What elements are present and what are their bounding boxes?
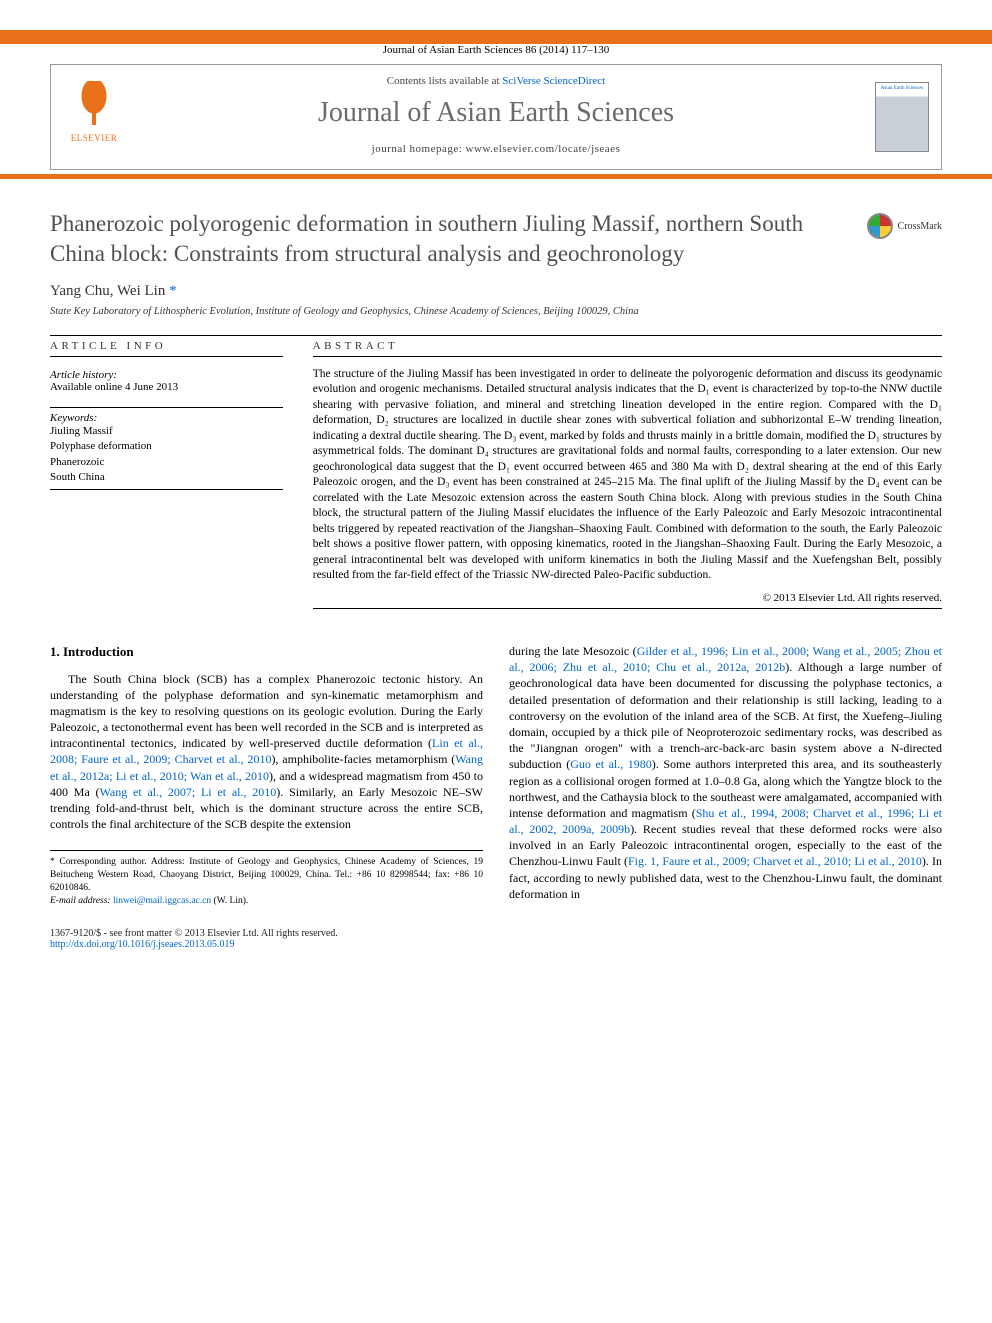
issn-line: 1367-9120/$ - see front matter © 2013 El… xyxy=(50,928,942,939)
body-text: 1. Introduction The South China block (S… xyxy=(50,643,942,908)
introduction-heading: 1. Introduction xyxy=(50,643,483,661)
journal-homepage: journal homepage: www.elsevier.com/locat… xyxy=(69,143,923,155)
page-footer: 1367-9120/$ - see front matter © 2013 El… xyxy=(50,928,942,950)
divider xyxy=(313,608,942,609)
abstract-copyright: © 2013 Elsevier Ltd. All rights reserved… xyxy=(313,592,942,604)
affiliation: State Key Laboratory of Lithospheric Evo… xyxy=(50,306,942,317)
corresponding-author-footnote: * Corresponding author. Address: Institu… xyxy=(50,856,483,894)
elsevier-logo: ELSEVIER xyxy=(63,81,125,153)
abstract-label: ABSTRACT xyxy=(313,340,942,352)
email-attribution: (W. Lin). xyxy=(214,896,249,906)
divider xyxy=(50,356,283,357)
citation-line: Journal of Asian Earth Sciences 86 (2014… xyxy=(50,44,942,56)
keyword: Phanerozoic xyxy=(50,455,283,470)
crossmark-icon xyxy=(867,213,893,239)
body-column-left: 1. Introduction The South China block (S… xyxy=(50,643,483,908)
divider xyxy=(50,489,283,490)
history-date: Available online 4 June 2013 xyxy=(50,381,283,393)
footnote-block: * Corresponding author. Address: Institu… xyxy=(50,850,483,907)
intro-paragraph: The South China block (SCB) has a comple… xyxy=(50,671,483,833)
journal-header: ELSEVIER Asian Earth Sciences Contents l… xyxy=(50,64,942,170)
abstract-text: The structure of the Jiuling Massif has … xyxy=(313,367,942,584)
sciencedirect-link[interactable]: SciVerse ScienceDirect xyxy=(502,75,605,87)
body-column-right: during the late Mesozoic (Gilder et al.,… xyxy=(509,643,942,908)
contents-available-line: Contents lists available at SciVerse Sci… xyxy=(69,75,923,87)
reference-link[interactable]: Fig. 1, Faure et al., 2009; Charvet et a… xyxy=(628,854,922,868)
keyword: Polyphase deformation xyxy=(50,439,283,454)
journal-name: Journal of Asian Earth Sciences xyxy=(69,97,923,129)
history-label: Article history: xyxy=(50,369,283,381)
elsevier-label: ELSEVIER xyxy=(71,133,118,143)
divider xyxy=(50,407,283,408)
keyword: Jiuling Massif xyxy=(50,424,283,439)
abstract-column: ABSTRACT The structure of the Jiuling Ma… xyxy=(313,340,942,613)
reference-link[interactable]: Wang et al., 2007; Li et al., 2010 xyxy=(100,785,277,799)
reference-link[interactable]: Guo et al., 1980 xyxy=(570,757,652,771)
keyword: South China xyxy=(50,470,283,485)
doi-link[interactable]: http://dx.doi.org/10.1016/j.jseaes.2013.… xyxy=(50,939,942,950)
corresponding-author-mark[interactable]: * xyxy=(169,283,177,299)
article-title: Phanerozoic polyorogenic deformation in … xyxy=(50,209,808,269)
article-info-label: ARTICLE INFO xyxy=(50,340,283,352)
crossmark-badge[interactable]: CrossMark xyxy=(867,213,942,239)
intro-paragraph-cont: during the late Mesozoic (Gilder et al.,… xyxy=(509,643,942,902)
author-list: Yang Chu, Wei Lin * xyxy=(50,283,942,300)
email-link[interactable]: linwei@mail.iggcas.ac.cn xyxy=(113,896,211,906)
divider xyxy=(313,356,942,357)
keywords-list: Jiuling Massif Polyphase deformation Pha… xyxy=(50,424,283,486)
keywords-label: Keywords: xyxy=(50,412,283,424)
email-label: E-mail address: xyxy=(50,896,111,906)
divider xyxy=(50,335,942,336)
elsevier-tree-icon xyxy=(69,81,119,131)
article-info-column: ARTICLE INFO Article history: Available … xyxy=(50,340,283,613)
journal-cover-thumb: Asian Earth Sciences xyxy=(875,82,929,152)
